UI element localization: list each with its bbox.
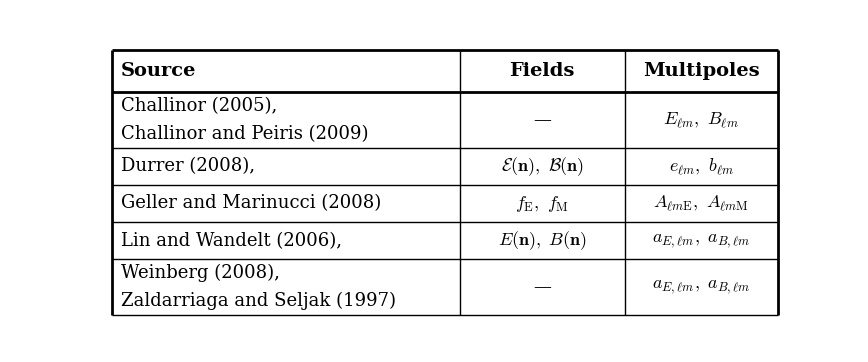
Text: Challinor (2005),: Challinor (2005),: [121, 97, 277, 115]
Text: —: —: [533, 278, 551, 296]
Text: Weinberg (2008),: Weinberg (2008),: [121, 264, 279, 282]
Text: $a_{E,\ell m},\ a_{B,\ell m}$: $a_{E,\ell m},\ a_{B,\ell m}$: [652, 232, 751, 250]
Text: $\mathcal{E}(\mathbf{n}),\ \mathcal{B}(\mathbf{n})$: $\mathcal{E}(\mathbf{n}),\ \mathcal{B}(\…: [501, 155, 583, 178]
Text: Fields: Fields: [510, 62, 575, 80]
Text: Lin and Wandelt (2006),: Lin and Wandelt (2006),: [121, 232, 342, 250]
Text: $f_{\mathrm{E}},\ f_{\mathrm{M}}$: $f_{\mathrm{E}},\ f_{\mathrm{M}}$: [515, 194, 569, 214]
Text: $a_{E,\ell m},\ a_{B,\ell m}$: $a_{E,\ell m},\ a_{B,\ell m}$: [652, 278, 751, 296]
Text: $A_{\ell m\mathrm{E}},\ A_{\ell m\mathrm{M}}$: $A_{\ell m\mathrm{E}},\ A_{\ell m\mathrm…: [654, 194, 749, 213]
Text: $E(\mathbf{n}),\ B(\mathbf{n})$: $E(\mathbf{n}),\ B(\mathbf{n})$: [497, 230, 587, 252]
Text: Source: Source: [121, 62, 196, 80]
Text: Durrer (2008),: Durrer (2008),: [121, 157, 254, 175]
Text: Challinor and Peiris (2009): Challinor and Peiris (2009): [121, 125, 368, 143]
Text: $E_{\ell m},\ B_{\ell m}$: $E_{\ell m},\ B_{\ell m}$: [663, 110, 740, 130]
Text: Multipoles: Multipoles: [643, 62, 760, 80]
Text: $e_{\ell m},\ b_{\ell m}$: $e_{\ell m},\ b_{\ell m}$: [668, 156, 733, 177]
Text: Zaldarriaga and Seljak (1997): Zaldarriaga and Seljak (1997): [121, 292, 396, 310]
Text: —: —: [533, 111, 551, 129]
Text: Geller and Marinucci (2008): Geller and Marinucci (2008): [121, 194, 381, 212]
